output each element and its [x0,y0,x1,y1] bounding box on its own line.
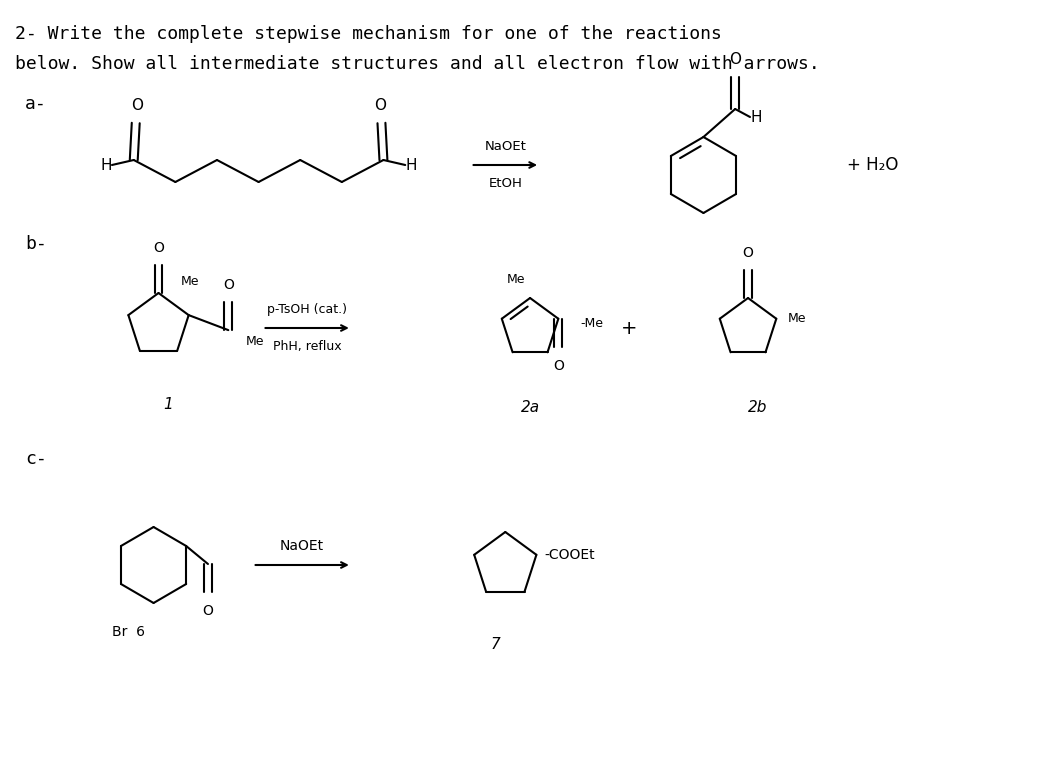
Text: +: + [620,319,637,337]
Text: EtOH: EtOH [488,177,523,190]
Text: below. Show all intermediate structures and all electron flow with arrows.: below. Show all intermediate structures … [15,55,819,73]
Text: Me: Me [788,312,807,325]
Text: H: H [405,158,416,172]
Text: Me: Me [180,275,199,288]
Text: 2a: 2a [520,400,539,415]
Text: H: H [750,109,762,125]
Text: -Me: -Me [580,317,603,330]
Text: O: O [153,241,164,255]
Text: NaOEt: NaOEt [484,140,527,153]
Text: Me: Me [507,273,525,286]
Text: 1: 1 [163,397,173,412]
Text: PhH, reflux: PhH, reflux [273,340,341,353]
Text: Me: Me [246,335,264,348]
Text: O: O [742,246,754,260]
Text: p-TsOH (cat.): p-TsOH (cat.) [268,303,347,316]
Text: + H₂O: + H₂O [847,156,898,174]
Text: O: O [223,278,234,292]
Text: Br  6: Br 6 [112,625,146,639]
Text: O: O [553,359,564,373]
Text: O: O [131,98,143,113]
Text: 7: 7 [490,637,501,652]
Text: 2- Write the complete stepwise mechanism for one of the reactions: 2- Write the complete stepwise mechanism… [15,25,721,43]
Text: O: O [729,52,741,67]
Text: O: O [203,604,213,618]
Text: c-: c- [25,450,47,468]
Text: a-: a- [25,95,47,113]
Text: O: O [375,98,386,113]
Text: -COOEt: -COOEt [544,547,595,562]
Text: NaOEt: NaOEt [280,539,324,553]
Text: 2b: 2b [748,400,767,415]
Text: H: H [101,158,112,172]
Text: b-: b- [25,235,47,253]
